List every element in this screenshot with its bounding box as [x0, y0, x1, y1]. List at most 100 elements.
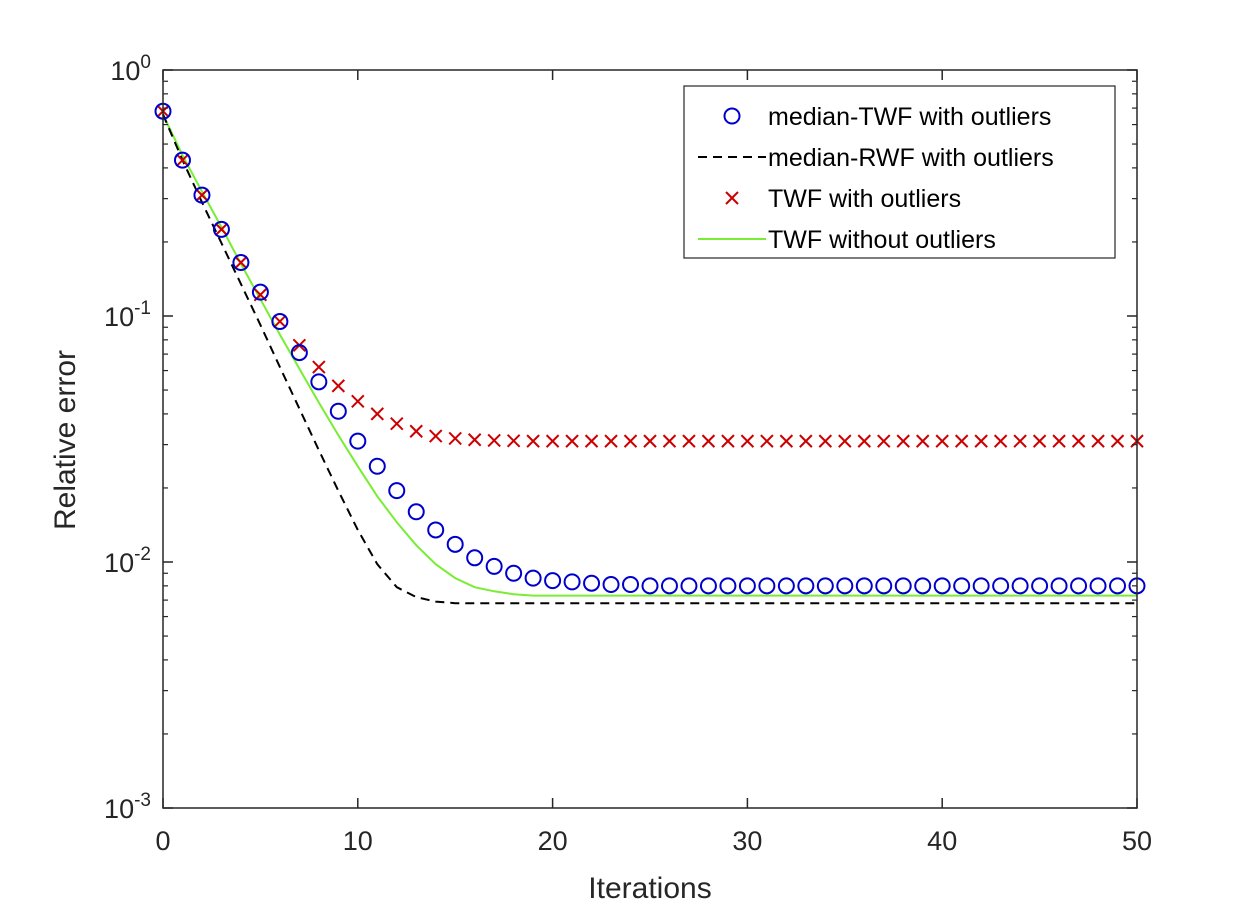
data-point: [701, 434, 716, 448]
data-point: [271, 312, 289, 330]
x-marker-stroke: [545, 434, 560, 448]
data-point: [214, 222, 229, 237]
data-point: [193, 186, 211, 204]
data-point: [877, 434, 891, 448]
x-tick-label: 40: [927, 826, 957, 856]
data-point: [662, 434, 677, 448]
data-point: [290, 344, 308, 362]
x-marker-stroke: [838, 434, 852, 448]
data-point: [1110, 434, 1125, 448]
data-point: [972, 577, 990, 595]
data-point: [506, 434, 521, 448]
y-axis-label: Relative error: [49, 350, 82, 530]
x-marker-stroke: [974, 434, 988, 448]
data-point: [682, 434, 696, 448]
x-marker-stroke: [195, 188, 209, 202]
x-marker-stroke: [526, 434, 540, 448]
x-marker-stroke: [662, 434, 677, 448]
x-marker-stroke: [234, 255, 248, 270]
x-tick-label: 50: [1122, 826, 1152, 856]
data-point: [1091, 434, 1105, 448]
x-marker-stroke: [312, 360, 326, 374]
data-point: [855, 577, 873, 595]
data-point: [719, 577, 737, 595]
data-point: [758, 577, 776, 595]
data-point: [544, 572, 562, 590]
data-point: [914, 577, 932, 595]
legend-label: TWF without outliers: [768, 226, 996, 254]
x-marker-stroke: [409, 424, 423, 438]
data-point: [526, 434, 540, 448]
x-marker-stroke: [725, 191, 739, 205]
data-point: [660, 577, 678, 595]
data-point: [370, 407, 384, 421]
data-point: [799, 434, 813, 448]
legend-entry: TWF with outliers: [725, 185, 961, 213]
x-marker-stroke: [760, 434, 774, 448]
data-point: [524, 569, 542, 587]
data-point: [505, 564, 523, 582]
series-line: [162, 114, 1137, 605]
x-marker-stroke: [623, 434, 638, 448]
legend-marker: [725, 191, 739, 205]
data-point: [838, 434, 852, 448]
x-marker-stroke: [1052, 434, 1066, 448]
data-point: [643, 434, 657, 448]
x-marker-stroke: [993, 434, 1008, 448]
x-marker-stroke: [954, 434, 969, 448]
data-point: [329, 402, 347, 420]
x-marker-stroke: [506, 434, 521, 448]
data-point: [604, 434, 618, 448]
x-marker-stroke: [1032, 434, 1047, 448]
data-point: [390, 416, 404, 431]
data-point: [1089, 577, 1107, 595]
data-point: [779, 434, 794, 448]
data-point: [1032, 434, 1047, 448]
data-point: [212, 220, 230, 238]
x-marker-stroke: [721, 434, 735, 448]
x-marker-stroke: [740, 434, 755, 448]
data-point: [175, 153, 190, 167]
data-point: [641, 577, 659, 595]
x-marker-stroke: [1091, 434, 1105, 448]
data-point: [622, 576, 640, 594]
x-marker-stroke: [818, 434, 833, 448]
x-marker-stroke: [877, 434, 891, 448]
x-marker-stroke: [1071, 434, 1086, 448]
data-point: [738, 577, 756, 595]
data-point: [680, 577, 698, 595]
data-point: [234, 255, 248, 270]
x-marker-stroke: [935, 434, 949, 448]
data-point: [584, 434, 599, 448]
data-point: [993, 434, 1008, 448]
x-marker-stroke: [643, 434, 657, 448]
data-point: [583, 574, 601, 592]
data-point: [777, 577, 795, 595]
data-point: [721, 434, 735, 448]
legend-box: [683, 85, 1116, 259]
x-marker-stroke: [448, 431, 462, 446]
x-tick-label: 20: [538, 826, 568, 856]
data-point: [875, 577, 893, 595]
x-marker-stroke: [604, 434, 618, 448]
axes-box: [162, 69, 1138, 809]
data-point: [429, 429, 443, 443]
data-point: [1052, 434, 1066, 448]
data-point: [894, 577, 912, 595]
data-point: [836, 577, 854, 595]
data-point: [760, 434, 774, 448]
x-marker-stroke: [273, 314, 287, 329]
x-axis-label: Iterations: [588, 872, 711, 905]
x-marker-stroke: [351, 394, 365, 409]
x-marker-stroke: [799, 434, 813, 448]
data-point: [563, 573, 581, 591]
data-point: [816, 577, 834, 595]
data-point: [916, 434, 930, 448]
data-point: [953, 577, 971, 595]
data-point: [427, 521, 445, 539]
data-point: [935, 434, 949, 448]
data-point: [602, 576, 620, 594]
data-point: [1070, 577, 1088, 595]
data-point: [565, 434, 579, 448]
data-point: [1013, 434, 1027, 448]
